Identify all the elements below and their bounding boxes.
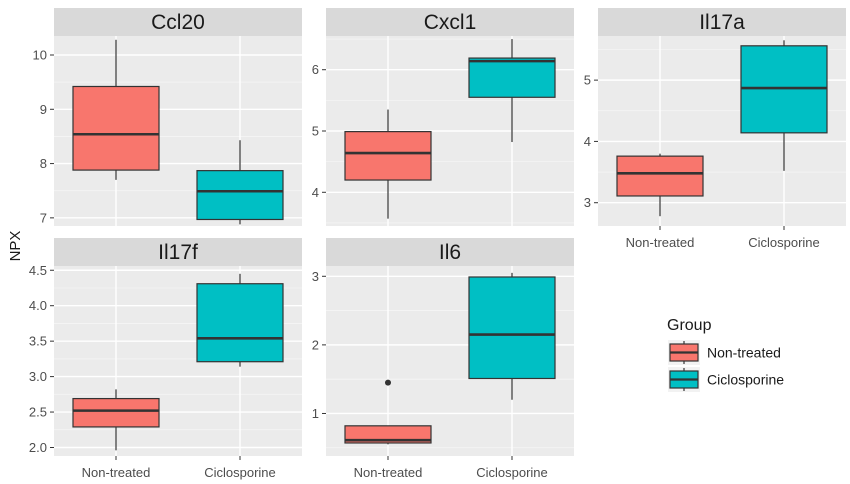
y-tick-label: 6 bbox=[312, 62, 319, 77]
y-tick-label: 9 bbox=[40, 102, 47, 117]
legend-label: Ciclosporine bbox=[707, 372, 784, 388]
x-tick-label: Ciclosporine bbox=[748, 235, 820, 250]
y-tick-label: 2 bbox=[312, 337, 319, 352]
facet-strip bbox=[326, 8, 574, 36]
facet-panel: Il6 1 2 3 Non-treated Ciclosporine bbox=[312, 238, 574, 480]
y-tick-label: 10 bbox=[33, 48, 47, 63]
box-iqr bbox=[72, 397, 160, 428]
facet-panel: Il17a 3 4 5 Non-treated Ciclosporine bbox=[584, 8, 846, 250]
box-ciclosporine bbox=[740, 40, 828, 171]
facet-title: Ccl20 bbox=[151, 11, 205, 34]
y-tick-label: 5 bbox=[584, 73, 591, 88]
box-ciclosporine bbox=[468, 39, 556, 143]
facet-title: Il17f bbox=[158, 241, 198, 264]
box-iqr bbox=[344, 131, 432, 181]
legend-title: Group bbox=[667, 317, 712, 334]
box-non-treated bbox=[344, 379, 432, 445]
legend: Group Non-treated Ciclosporine bbox=[667, 317, 784, 392]
x-tick-label: Ciclosporine bbox=[204, 465, 276, 480]
facet-strip bbox=[54, 8, 302, 36]
box-non-treated bbox=[616, 153, 704, 217]
legend-label: Non-treated bbox=[707, 345, 781, 361]
y-tick-label: 3 bbox=[312, 269, 319, 284]
y-tick-label: 7 bbox=[40, 210, 47, 225]
facet-strip bbox=[326, 238, 574, 266]
box-ciclosporine bbox=[196, 140, 284, 225]
y-tick-label: 3.0 bbox=[29, 369, 47, 384]
box-iqr bbox=[72, 85, 160, 171]
facet-title: Cxcl1 bbox=[424, 11, 477, 34]
box-iqr bbox=[468, 276, 556, 380]
y-tick-label: 2.5 bbox=[29, 405, 47, 420]
y-tick-label: 4 bbox=[312, 185, 319, 200]
y-tick-label: 1 bbox=[312, 406, 319, 421]
facet-panel: Il17f 2.0 2.5 3.0 3.5 4.0 4.5 Non-treated Ciclos… bbox=[29, 238, 302, 480]
box-iqr bbox=[468, 57, 556, 98]
x-tick-label: Non-treated bbox=[626, 235, 695, 250]
facet-panel: Ccl20 7 8 9 10 bbox=[33, 8, 302, 226]
box-non-treated bbox=[344, 109, 432, 219]
y-tick-label: 4.0 bbox=[29, 298, 47, 313]
y-tick-label: 5 bbox=[312, 124, 319, 139]
x-tick-label: Non-treated bbox=[82, 465, 151, 480]
y-tick-label: 2.0 bbox=[29, 440, 47, 455]
y-tick-label: 8 bbox=[40, 156, 47, 171]
facet-strip bbox=[598, 8, 846, 36]
y-axis-label: NPX bbox=[7, 231, 24, 262]
box-non-treated bbox=[72, 39, 160, 180]
box-iqr bbox=[196, 283, 284, 363]
y-tick-label: 3 bbox=[584, 195, 591, 210]
box-iqr bbox=[196, 170, 284, 221]
legend-key bbox=[668, 340, 700, 365]
box-non-treated bbox=[72, 389, 160, 451]
box-ciclosporine bbox=[468, 272, 556, 400]
facet-title: Il17a bbox=[699, 11, 745, 34]
y-tick-label: 4 bbox=[584, 134, 591, 149]
y-tick-label: 4.5 bbox=[29, 263, 47, 278]
x-tick-label: Ciclosporine bbox=[476, 465, 548, 480]
legend-key bbox=[668, 367, 700, 392]
facet-panel: Cxcl1 4 5 6 bbox=[312, 8, 574, 226]
box-iqr bbox=[344, 425, 432, 444]
x-tick-label: Non-treated bbox=[354, 465, 423, 480]
facet-strip bbox=[54, 238, 302, 266]
box-ciclosporine bbox=[196, 273, 284, 367]
box-iqr bbox=[616, 155, 704, 197]
outlier-point bbox=[385, 379, 391, 386]
y-tick-label: 3.5 bbox=[29, 334, 47, 349]
facet-title: Il6 bbox=[439, 241, 461, 264]
